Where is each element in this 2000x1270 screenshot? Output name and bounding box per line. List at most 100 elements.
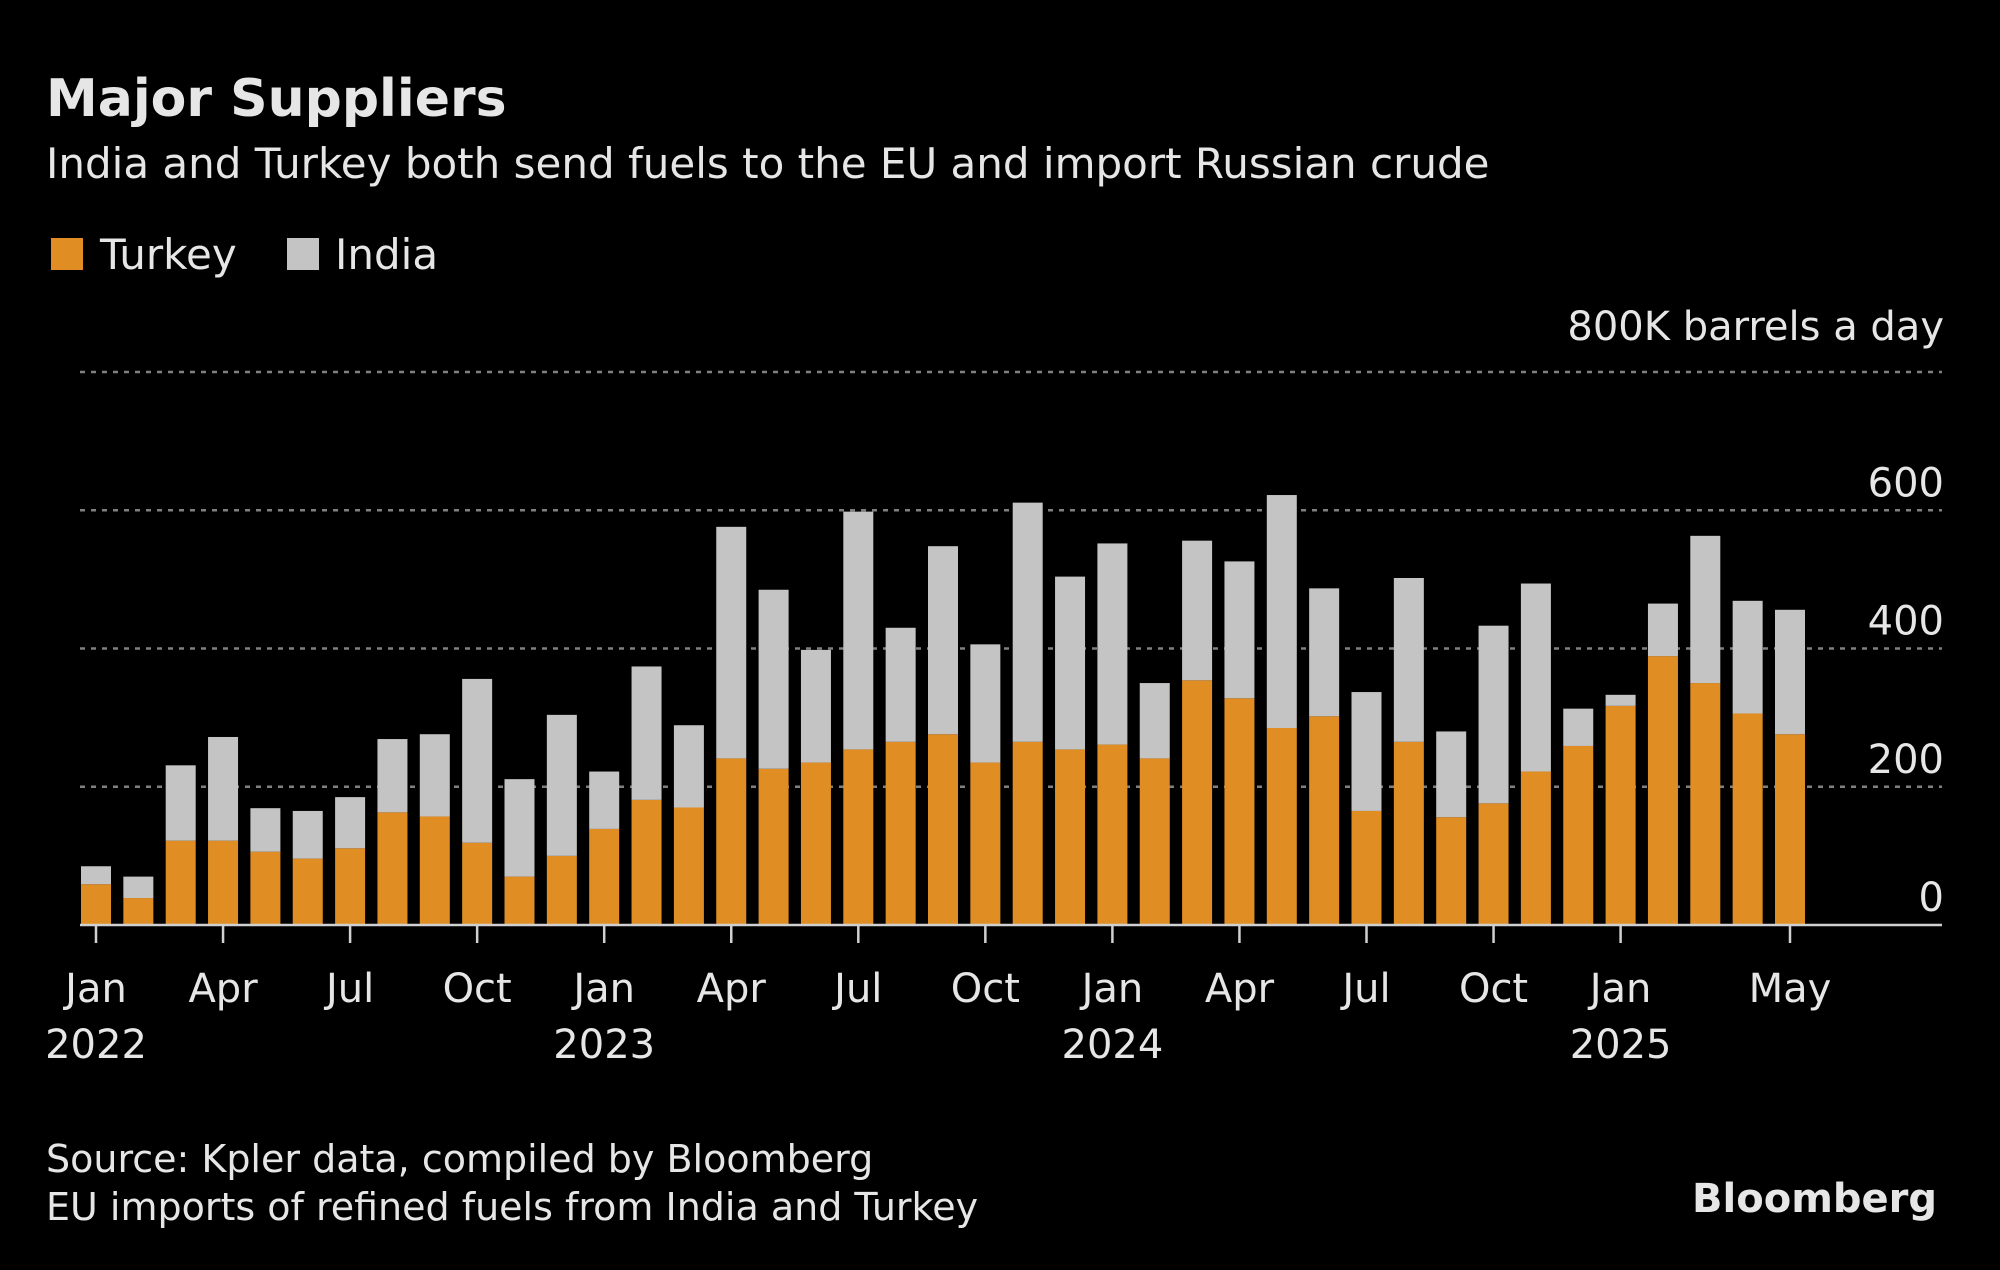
bar-turkey [81,884,111,925]
bar-turkey [292,858,323,925]
bar-india [546,714,577,856]
bar-india [1309,588,1340,717]
x-tick-label: Oct [951,966,1020,1012]
bar-india [758,589,789,769]
bar-india [970,644,1001,763]
legend-swatch-turkey [51,238,83,270]
bar-india [673,725,704,808]
bar-india [419,734,450,817]
bar-turkey [1012,741,1043,925]
x-tick-label: Jul [1339,966,1390,1012]
legend-swatch-india [287,238,319,270]
bloomberg-logo: Bloomberg [1692,1176,1937,1222]
bar-turkey [1478,803,1509,925]
bar-turkey [123,898,154,925]
bar-turkey [1055,749,1086,925]
bar-turkey [716,758,747,925]
chart-subtitle: India and Turkey both send fuels to the … [46,139,1489,188]
bar-india [1055,576,1086,750]
bar-turkey [462,842,493,925]
x-tick-label: Jan [1079,966,1144,1012]
x-tick-label: May [1749,966,1832,1012]
bar-india [1097,543,1128,745]
bar-turkey [1563,745,1594,925]
bar-india [1647,603,1678,657]
x-tick-label: Apr [697,966,767,1012]
bar-turkey [377,812,408,925]
y-tick-label: 0 [1919,875,1944,921]
source-text: Source: Kpler data, compiled by Bloomber… [46,1137,873,1181]
bar-turkey [928,734,958,925]
bar-india [292,810,323,859]
bar-india [885,627,916,742]
bar-india [631,666,662,800]
bar-india [462,678,493,843]
bar-turkey [1097,744,1128,925]
bar-india [1775,609,1805,735]
footnote-text: EU imports of refined fuels from India a… [46,1185,978,1229]
x-tick-year-label: 2023 [553,1022,655,1068]
bar-turkey [1266,727,1297,925]
bar-turkey [335,848,366,925]
bar-india [1563,708,1594,746]
y-tick-label: 600 [1868,460,1944,506]
legend: Turkey India [51,230,438,279]
x-tick-year-label: 2024 [1062,1022,1164,1068]
bar-turkey [1647,656,1678,925]
bar-turkey [589,828,620,925]
x-tick-label: Jan [570,966,635,1012]
bar-india [1605,694,1636,706]
bar-india [843,511,874,750]
bar-turkey [1139,758,1170,925]
bar-turkey [970,762,1001,925]
bar-turkey [1309,716,1340,925]
bar-india [165,765,196,841]
bar-india [123,876,154,899]
bar-turkey [843,749,874,925]
chart-title: Major Suppliers [46,69,507,129]
x-tick-label: Apr [188,966,258,1012]
bar-turkey [1690,683,1721,925]
bar-india [1012,502,1043,742]
legend-label-turkey: Turkey [99,230,237,279]
bar-turkey [1605,705,1636,925]
x-tick-year-label: 2022 [45,1022,147,1068]
x-tick-label: Jan [1587,966,1652,1012]
bar-turkey [165,840,196,925]
bar-india [377,739,408,813]
x-tick-label: Jul [323,966,374,1012]
bar-turkey [758,768,789,925]
bar-turkey [1436,817,1467,925]
bar-turkey [208,840,239,925]
bar-turkey [1351,810,1382,925]
bar-india [800,649,831,763]
bar-india [1224,561,1255,699]
bar-turkey [673,807,704,925]
y-tick-label: 400 [1868,599,1944,645]
bar-turkey [1775,734,1805,925]
bar-india [504,779,535,877]
bar-india [1478,625,1509,804]
x-tick-label: Jan [62,966,127,1012]
x-tick-label: Oct [1459,966,1528,1012]
bar-turkey [1224,698,1255,925]
bar-india [928,546,958,735]
bar-turkey [419,816,450,925]
bar-india [208,736,239,841]
bar-india [250,808,281,852]
bar-india [1393,577,1424,742]
bar-turkey [546,855,577,925]
bar-india [1139,683,1170,759]
x-tick-label: Oct [443,966,512,1012]
bar-india [1520,583,1551,772]
bar-turkey [1732,713,1763,925]
bar-turkey [250,851,281,925]
bar-india [81,866,111,885]
bar-india [335,797,366,849]
bar-india [1266,495,1297,728]
bar-turkey [504,876,535,925]
x-tick-label: Apr [1205,966,1275,1012]
bar-turkey [800,762,831,925]
legend-label-india: India [335,230,438,279]
